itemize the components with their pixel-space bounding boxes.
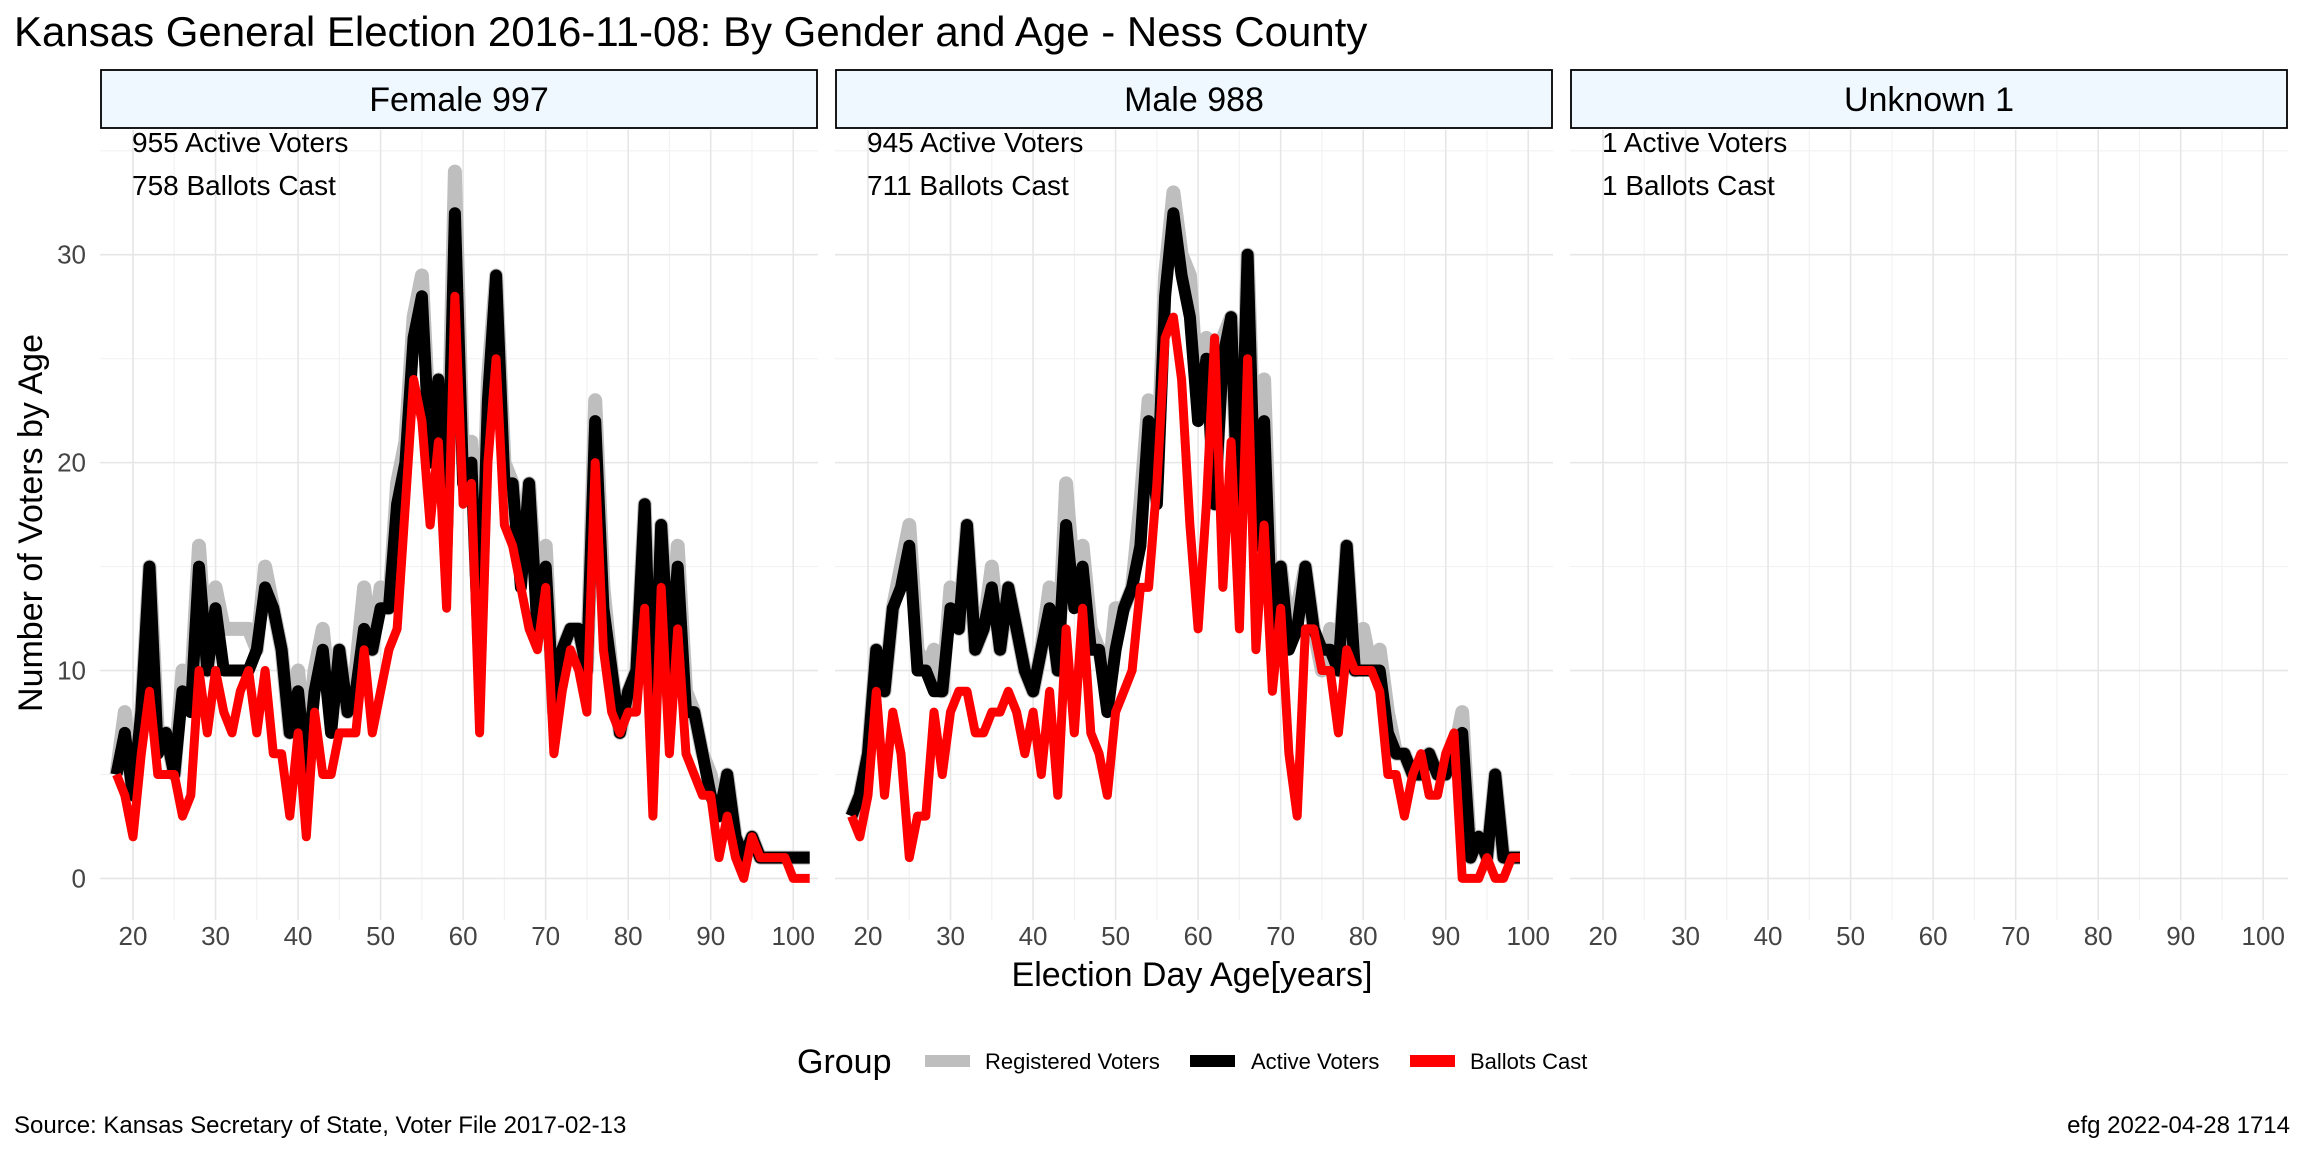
panel-annotation: 711 Ballots Cast	[867, 170, 1069, 201]
y-tick-label: 0	[72, 863, 86, 893]
series-line-ballots-cast	[112, 291, 810, 883]
facet-strip	[1570, 69, 2288, 129]
source-caption: Source: Kansas Secretary of State, Voter…	[14, 1112, 626, 1139]
x-tick-label: 70	[1266, 921, 1295, 951]
x-tick-label: 40	[1754, 921, 1783, 951]
legend-item: Ballots Cast	[1410, 1049, 1587, 1074]
facet-strip-label: Male 988	[1124, 81, 1264, 119]
series-line-active-voters	[845, 207, 1520, 864]
legend-label: Registered Voters	[985, 1049, 1160, 1074]
x-tick-label: 30	[936, 921, 965, 951]
series-line-ballots-cast	[847, 312, 1520, 883]
x-tick-label: 80	[2084, 921, 2113, 951]
x-tick-label: 90	[696, 921, 725, 951]
facet-panel-1: Female 997 955 Active Voters 758 Ballots C…	[57, 69, 818, 951]
legend-item: Active Voters	[1190, 1049, 1379, 1074]
x-tick-label: 30	[201, 921, 230, 951]
legend-label: Active Voters	[1251, 1049, 1379, 1074]
x-tick-label: 60	[449, 921, 478, 951]
facet-strip	[835, 69, 1553, 129]
panel-annotation: 955 Active Voters	[132, 127, 348, 158]
x-tick-label: 80	[614, 921, 643, 951]
x-tick-label: 20	[119, 921, 148, 951]
x-tick-label: 90	[2166, 921, 2195, 951]
x-tick-label: 20	[1589, 921, 1618, 951]
x-tick-label: 60	[1919, 921, 1948, 951]
x-tick-label: 30	[1671, 921, 1700, 951]
x-tick-label: 100	[772, 921, 815, 951]
facet-panel-2: Male 988 945 Active Voters 711 Ballots Cas…	[835, 69, 1553, 951]
credit-caption: efg 2022-04-28 1714	[2067, 1112, 2290, 1139]
x-tick-label: 70	[531, 921, 560, 951]
x-tick-label: 50	[366, 921, 395, 951]
legend-label: Ballots Cast	[1470, 1049, 1587, 1074]
x-tick-label: 40	[284, 921, 313, 951]
x-tick-label: 50	[1836, 921, 1865, 951]
x-tick-label: 80	[1349, 921, 1378, 951]
x-tick-label: 100	[2242, 921, 2285, 951]
facet-panel-3: Unknown 1 1 Active Voters 1 Ballots Cast 20…	[1570, 69, 2288, 951]
x-tick-label: 100	[1507, 921, 1550, 951]
chart-title: Kansas General Election 2016-11-08: By G…	[14, 8, 1367, 55]
x-tick-label: 50	[1101, 921, 1130, 951]
x-tick-label: 60	[1184, 921, 1213, 951]
x-axis-title: Election Day Age[years]	[1012, 956, 1373, 994]
legend: Group Registered Voters Active Voters Ballo…	[797, 1043, 1587, 1081]
legend-title: Group	[797, 1043, 892, 1081]
x-tick-label: 40	[1019, 921, 1048, 951]
facet-panels: Female 997 955 Active Voters 758 Ballots C…	[57, 69, 2288, 951]
y-tick-label: 10	[57, 656, 86, 686]
facet-strip-label: Female 997	[369, 81, 549, 119]
legend-item: Registered Voters	[925, 1049, 1160, 1074]
x-tick-label: 20	[854, 921, 883, 951]
x-tick-label: 70	[2001, 921, 2030, 951]
y-tick-label: 20	[57, 448, 86, 478]
facet-strip	[100, 69, 818, 129]
panel-annotation: 1 Active Voters	[1602, 127, 1787, 158]
y-axis-title: Number of Voters by Age	[12, 334, 50, 712]
x-tick-label: 90	[1431, 921, 1460, 951]
panel-annotation: 758 Ballots Cast	[132, 170, 336, 201]
y-tick-label: 30	[57, 240, 86, 270]
facet-strip-label: Unknown 1	[1844, 81, 2014, 119]
panel-annotation: 945 Active Voters	[867, 127, 1083, 158]
panel-annotation: 1 Ballots Cast	[1602, 170, 1775, 201]
